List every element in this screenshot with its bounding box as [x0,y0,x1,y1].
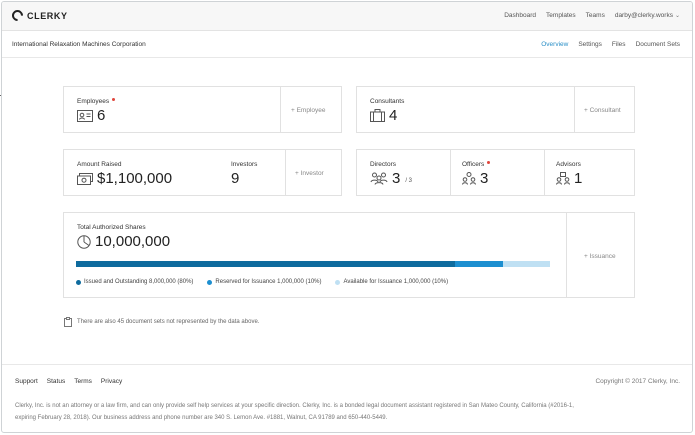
employees-card: Employees 6 + Employee [63,86,342,133]
legend-issued: Issued and Outstanding 8,000,000 (80%) [76,279,193,285]
directors-total: / 3 [405,178,413,184]
divider [285,150,286,195]
employees-label: Employees [77,98,116,105]
investors-label: Investors [231,161,258,168]
tab-overview[interactable]: Overview [541,41,569,48]
investors-count: 9 [231,170,240,187]
clerky-logo-icon [9,7,26,24]
add-consultant-button[interactable]: + Consultant [584,107,621,114]
top-navigation: CLERKY Dashboard Templates Teams darby@c… [2,2,692,31]
brand-name: CLERKY [27,10,68,21]
company-tabs: Overview Settings Files Document Sets [541,41,680,48]
amount-raised-value: $1,100,000 [77,170,172,187]
document-sets-note: There are also 45 document sets not repr… [64,317,259,327]
consultants-label: Consultants [370,98,405,105]
nav-teams[interactable]: Teams [585,12,605,19]
pie-chart-icon [77,234,91,249]
funding-card: Amount Raised $1,100,000 Investors 9 + I… [63,149,342,196]
divider [566,213,567,297]
footer-link-terms[interactable]: Terms [74,378,92,385]
advisors-count: 1 [556,170,582,187]
advisors-label: Advisors [556,161,581,168]
divider [280,87,281,132]
top-nav-links: Dashboard Templates Teams darby@clerky.w… [504,12,680,19]
shares-breakdown-bar [76,261,550,267]
footer-link-support[interactable]: Support [15,378,38,385]
money-icon [77,172,93,185]
company-bar: International Relaxation Machines Corpor… [2,31,692,58]
officers-icon [462,172,476,185]
board-card: Directors 3/ 3 Officers 3 Advisors 1 [356,149,635,196]
legend-reserved: Reserved for Issuance 1,000,000 (10%) [207,279,321,285]
total-authorized-shares-value: 10,000,000 [77,233,170,250]
nav-dashboard[interactable]: Dashboard [504,12,537,19]
reserved-segment [455,261,503,267]
officers-count: 3 [462,170,488,187]
directors-count: 3/ 3 [370,170,412,187]
footer: Support Status Terms Privacy Copyright ©… [2,364,692,432]
legend-dot-icon [207,279,213,285]
clerky-logo[interactable]: CLERKY [9,7,68,24]
consultants-count: 4 [370,107,397,124]
tab-settings[interactable]: Settings [578,41,602,48]
company-name: International Relaxation Machines Corpor… [12,41,146,48]
nav-templates[interactable]: Templates [546,12,576,19]
issued-segment [76,261,456,267]
legend-available: Available for Issuance 1,000,000 (10%) [335,279,448,285]
employees-count: 6 [77,107,105,124]
total-authorized-shares-label: Total Authorized Shares [77,224,146,231]
clipboard-icon [64,317,72,327]
divider [450,150,451,195]
add-employee-button[interactable]: + Employee [291,107,326,114]
add-issuance-button[interactable]: + Issuance [584,253,616,260]
shares-card: Total Authorized Shares 10,000,000 Issue… [63,212,635,298]
alert-dot-icon [487,161,491,164]
footer-links: Support Status Terms Privacy [15,378,122,385]
officers-label: Officers [462,161,491,168]
legend-dot-icon [76,279,81,285]
chevron-down-icon: ⌄ [674,13,680,19]
legal-disclaimer: Clerky, Inc. is not an attorney or a law… [15,403,574,421]
tab-files[interactable]: Files [611,41,626,48]
add-investor-button[interactable]: + Investor [295,170,324,177]
divider [574,87,575,132]
footer-link-status[interactable]: Status [46,378,66,385]
directors-icon [370,172,388,185]
user-email: darby@clerky.works [614,12,673,19]
advisors-icon [556,172,570,185]
id-card-icon [77,109,93,122]
tab-document-sets[interactable]: Document Sets [635,41,680,48]
shares-legend: Issued and Outstanding 8,000,000 (80%) R… [76,279,448,285]
available-segment [502,261,550,267]
legend-dot-icon [335,279,341,285]
briefcase-icon [370,109,385,122]
footer-link-privacy[interactable]: Privacy [100,378,123,385]
directors-label: Directors [370,161,397,168]
copyright: Copyright © 2017 Clerky, Inc. [595,378,680,385]
amount-raised-label: Amount Raised [77,161,122,168]
divider [544,150,545,195]
user-menu[interactable]: darby@clerky.works ⌄ [615,12,680,19]
consultants-card: Consultants 4 + Consultant [356,86,635,133]
alert-dot-icon [112,98,116,101]
